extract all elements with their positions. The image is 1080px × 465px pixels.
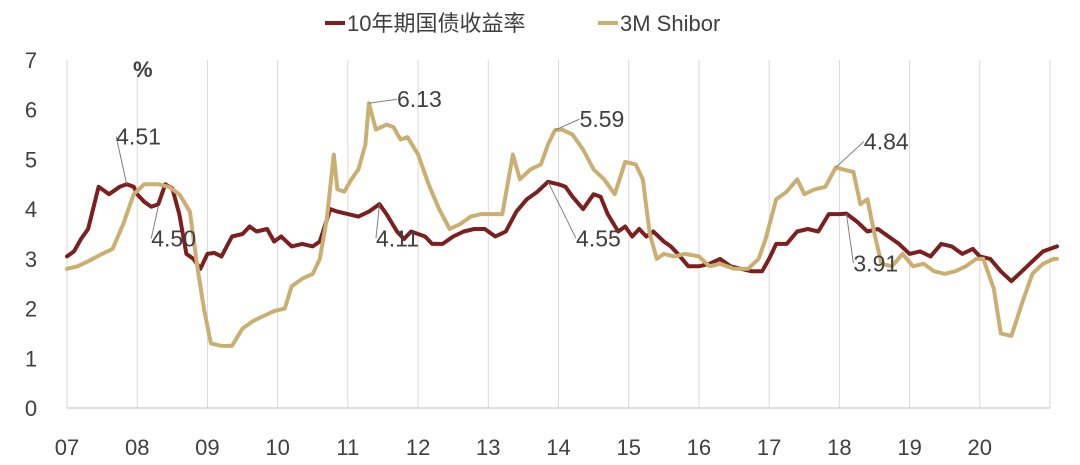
annotation-4.11: 4.11: [376, 225, 419, 251]
y-tick-4: 4: [25, 197, 37, 222]
y-tick-0: 0: [25, 396, 37, 421]
x-tick-19: 19: [897, 435, 921, 460]
annotation-leader-4.11: [375, 204, 380, 239]
x-tick-14: 14: [546, 435, 570, 460]
legend-label-10y: 10年期国债收益率: [347, 11, 525, 36]
y-tick-5: 5: [25, 147, 37, 172]
unit-label: %: [133, 57, 153, 82]
x-tick-16: 16: [687, 435, 711, 460]
series-line-shibor: [65, 101, 1059, 348]
legend-label-shibor: 3M Shibor: [620, 11, 720, 36]
y-tick-3: 3: [25, 247, 37, 272]
grid: [66, 60, 1051, 408]
x-tick-13: 13: [476, 435, 500, 460]
y-tick-2: 2: [25, 297, 37, 322]
annotation-6.13: 6.13: [397, 86, 442, 112]
annotation-leader-4.50: [150, 206, 159, 239]
annotation-4.55: 4.55: [576, 225, 621, 251]
x-tick-15: 15: [616, 435, 640, 460]
y-tick-7: 7: [25, 48, 37, 73]
series-line-10y: [65, 179, 1059, 284]
x-tick-18: 18: [827, 435, 851, 460]
x-tick-10: 10: [265, 435, 289, 460]
annotation-leader-4.84: [835, 141, 865, 168]
annotation-leader-4.51: [115, 136, 128, 185]
annotation-leader-5.59: [554, 118, 580, 131]
x-tick-09: 09: [195, 435, 219, 460]
annotation-5.59: 5.59: [580, 106, 625, 132]
annotation-3.91: 3.91: [853, 250, 898, 276]
x-tick-07: 07: [55, 435, 79, 460]
x-tick-11: 11: [336, 435, 359, 460]
annotation-4.51: 4.51: [116, 124, 161, 150]
legend: 10年期国债收益率 3M Shibor: [325, 11, 720, 36]
x-tick-20: 20: [968, 435, 992, 460]
series-layer: [65, 101, 1059, 348]
annotation-leader-6.13: [368, 98, 398, 104]
annotation-layer: 4.51 4.50 6.13 4.11 5.59 4.55 4.84 3.91: [115, 86, 909, 276]
annotation-leader-4.55: [547, 181, 577, 239]
annotation-4.84: 4.84: [864, 128, 909, 154]
y-tick-6: 6: [25, 98, 37, 123]
x-tick-12: 12: [406, 435, 430, 460]
x-tick-08: 08: [125, 435, 149, 460]
annotation-leader-3.91: [845, 213, 854, 264]
x-tick-17: 17: [757, 435, 781, 460]
annotation-4.50: 4.50: [151, 225, 196, 251]
y-tick-1: 1: [25, 346, 37, 371]
